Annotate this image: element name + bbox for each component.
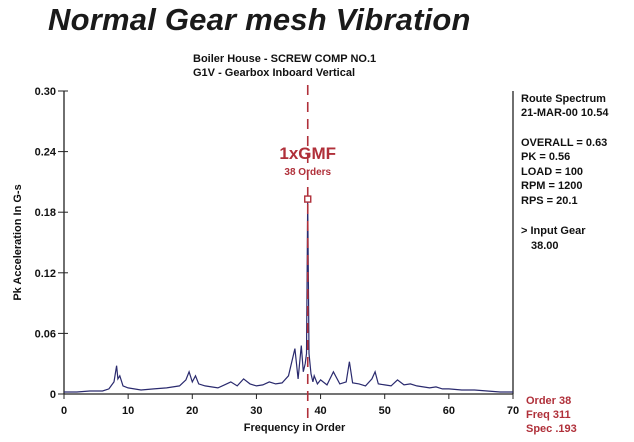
y-tick-label: 0.18 xyxy=(35,207,56,219)
y-tick-label: 0.24 xyxy=(35,147,57,159)
rpm-value: RPM = 1200 xyxy=(521,180,583,192)
x-axis-title: Frequency in Order xyxy=(244,422,346,434)
cursor-spec: Spec .193 xyxy=(526,423,577,435)
input-gear-label: > Input Gear xyxy=(521,225,586,237)
pk-value: PK = 0.56 xyxy=(521,151,571,163)
load-value: LOAD = 100 xyxy=(521,166,584,178)
y-tick-label: 0.12 xyxy=(35,268,56,280)
x-tick-label: 0 xyxy=(61,405,67,417)
gmf-orders-annotation: 38 Orders xyxy=(284,167,331,178)
y-tick-label: 0 xyxy=(50,389,56,401)
x-tick-label: 10 xyxy=(122,405,134,417)
y-tick-label: 0.06 xyxy=(35,328,56,340)
x-tick-label: 30 xyxy=(250,405,262,417)
x-tick-label: 40 xyxy=(314,405,326,417)
gmf-annotation: 1xGMF xyxy=(279,144,336,163)
measurement-point: G1V - Gearbox Inboard Vertical xyxy=(193,67,355,79)
machine-name: Boiler House - SCREW COMP NO.1 xyxy=(193,53,377,65)
route-timestamp: 21-MAR-00 10.54 xyxy=(521,107,609,119)
rps-value: RPS = 20.1 xyxy=(521,195,578,207)
overall-value: OVERALL = 0.63 xyxy=(521,137,608,149)
y-axis-title: Pk Acceleration In G-s xyxy=(12,184,24,300)
x-tick-label: 20 xyxy=(186,405,198,417)
peak-marker xyxy=(304,195,312,203)
spectrum-trace xyxy=(64,199,513,393)
x-tick-label: 50 xyxy=(379,405,391,417)
y-tick-label: 0.30 xyxy=(35,86,56,98)
cursor-order: Order 38 xyxy=(526,395,572,407)
input-gear-value: 38.00 xyxy=(531,240,559,252)
x-tick-label: 60 xyxy=(443,405,455,417)
route-spectrum-label: Route Spectrum xyxy=(521,93,606,105)
page-title: Normal Gear mesh Vibration xyxy=(48,2,471,37)
cursor-freq: Freq 311 xyxy=(526,409,571,421)
x-tick-label: 70 xyxy=(507,405,519,417)
